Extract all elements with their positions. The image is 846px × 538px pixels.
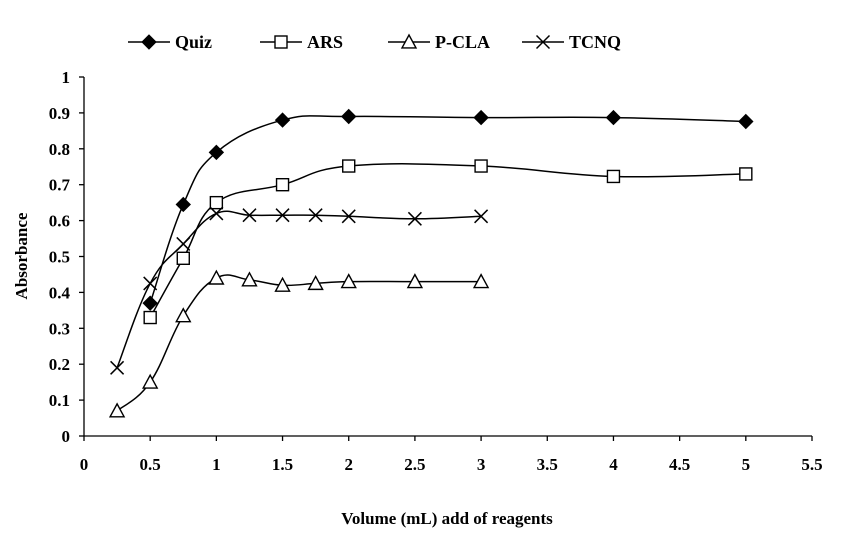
x-tick-label: 3.5	[537, 455, 558, 474]
data-point-tcnq	[110, 360, 125, 375]
series-ars	[143, 159, 753, 325]
series-line-ars	[149, 163, 746, 318]
data-point-p-cla	[175, 307, 192, 323]
data-point-quiz	[175, 196, 191, 213]
y-tick-label: 1	[62, 68, 71, 87]
x-tick-label: 2	[344, 455, 353, 474]
data-point-tcnq	[474, 209, 489, 224]
x-tick-label: 0	[80, 455, 89, 474]
legend-marker	[535, 34, 551, 50]
data-point-ars	[342, 159, 356, 173]
series-p-cla	[108, 269, 490, 418]
data-point-tcnq	[176, 236, 191, 251]
data-point-tcnq	[341, 209, 356, 224]
data-point-quiz	[605, 109, 622, 126]
x-mark-stroke	[474, 209, 489, 224]
data-point-tcnq	[143, 276, 158, 291]
data-point-p-cla	[472, 273, 490, 289]
x-tick-label: 4.5	[669, 455, 690, 474]
legend-marker	[400, 33, 418, 49]
data-point-ars	[143, 310, 157, 325]
x-tick-label: 0.5	[140, 455, 161, 474]
data-point-ars	[474, 159, 488, 173]
data-point-ars	[209, 195, 224, 210]
y-tick-label: 0.2	[49, 355, 70, 374]
y-tick-label: 0.8	[49, 140, 70, 159]
legend-item-ars: ARS	[260, 32, 343, 52]
data-point-p-cla	[340, 273, 357, 289]
series-tcnq	[110, 206, 489, 375]
legend-item-p-cla: P-CLA	[388, 32, 490, 52]
series-line-tcnq	[116, 210, 482, 369]
x-tick-label: 3	[477, 455, 486, 474]
data-point-tcnq	[275, 208, 290, 223]
x-tick-label: 5.5	[801, 455, 822, 474]
data-point-tcnq	[242, 208, 257, 223]
data-point-p-cla	[406, 273, 424, 289]
x-mark-stroke	[242, 208, 257, 223]
legend-marker	[141, 34, 157, 50]
x-mark-stroke	[308, 208, 323, 223]
legend-label: ARS	[307, 32, 343, 52]
x-axis-title: Volume (mL) add of reagents	[341, 509, 553, 528]
x-tick-label: 1	[212, 455, 221, 474]
x-mark-stroke	[341, 209, 356, 224]
y-tick-label: 0	[62, 427, 71, 446]
y-tick-label: 0.3	[49, 319, 70, 338]
data-point-p-cla	[142, 373, 159, 389]
y-axis-title: Absorbance	[12, 212, 31, 299]
x-mark-stroke	[143, 276, 158, 291]
x-tick-label: 5	[742, 455, 751, 474]
x-mark-stroke	[535, 34, 551, 50]
legend: Quiz ARS P-CLA TCNQ	[128, 32, 621, 52]
data-point-tcnq	[308, 208, 323, 223]
data-point-p-cla	[208, 269, 225, 285]
y-tick-label: 0.5	[49, 248, 70, 267]
axes: 0 0.5 1 1.5 2 2.5 3 3.5 4 4.5 5 5.5 0 0.1 0.2 0.3 0.4 0.5…	[49, 68, 823, 474]
data-point-quiz	[142, 295, 158, 311]
data-point-quiz	[473, 109, 489, 126]
legend-label: Quiz	[175, 32, 212, 52]
legend-marker	[274, 35, 288, 49]
data-point-tcnq	[407, 211, 422, 226]
data-point-ars	[275, 177, 290, 192]
series-line-p-cla	[116, 274, 482, 412]
plot-area	[108, 108, 754, 418]
data-point-quiz	[341, 108, 357, 125]
legend-item-quiz: Quiz	[128, 32, 212, 52]
x-tick-label: 2.5	[404, 455, 425, 474]
y-tick-label: 0.6	[49, 212, 70, 231]
y-tick-label: 0.7	[49, 176, 71, 195]
x-mark-stroke	[176, 236, 191, 251]
x-mark-stroke	[275, 208, 290, 223]
x-tick-label: 4	[609, 455, 618, 474]
data-point-p-cla	[307, 274, 324, 291]
series-quiz	[142, 108, 754, 311]
y-tick-label: 0.1	[49, 391, 70, 410]
data-point-p-cla	[108, 402, 126, 418]
data-point-quiz	[208, 144, 225, 161]
data-point-quiz	[274, 112, 291, 128]
legend-item-tcnq: TCNQ	[522, 32, 621, 52]
data-point-tcnq	[209, 206, 224, 221]
series-line-quiz	[149, 115, 746, 304]
data-point-ars	[176, 251, 190, 265]
data-point-p-cla	[241, 271, 258, 287]
data-point-ars	[739, 167, 753, 181]
x-tick-label: 1.5	[272, 455, 293, 474]
legend-label: TCNQ	[569, 32, 621, 52]
data-point-ars	[606, 169, 621, 184]
data-point-quiz	[738, 113, 754, 130]
legend-label: P-CLA	[435, 32, 490, 52]
x-mark-stroke	[407, 211, 422, 226]
data-point-p-cla	[274, 276, 291, 292]
x-mark-stroke	[209, 206, 224, 221]
x-mark-stroke	[110, 360, 125, 375]
y-tick-label: 0.9	[49, 104, 70, 123]
y-tick-label: 0.4	[49, 283, 71, 302]
